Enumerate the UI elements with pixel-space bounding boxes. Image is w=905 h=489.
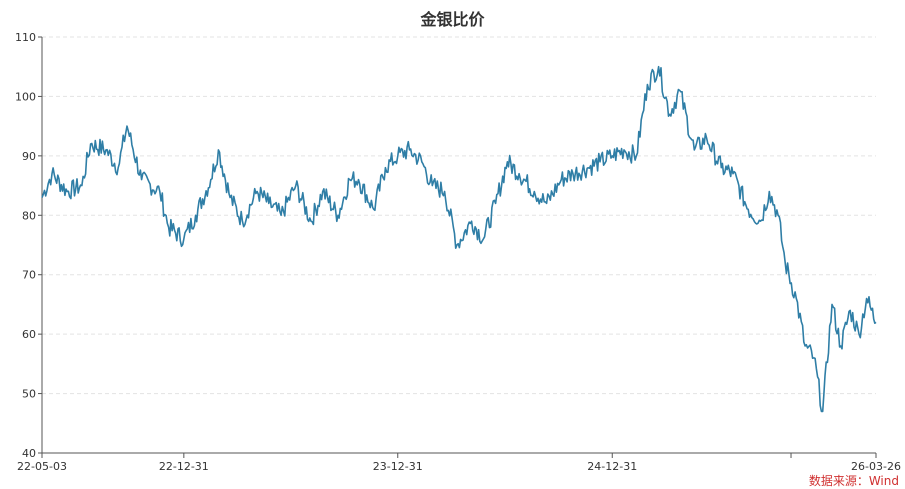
- axes: [38, 36, 877, 458]
- x-tick-label-1: 22-12-31: [159, 460, 209, 473]
- x-tick-label-2: 23-12-31: [373, 460, 423, 473]
- y-tick-label-50: 50: [22, 388, 36, 401]
- y-tick-label-40: 40: [22, 447, 36, 460]
- x-tick-label-4: 26-03-26: [851, 460, 901, 473]
- y-tick-label-80: 80: [22, 209, 36, 222]
- x-tick-label-3: 24-12-31: [587, 460, 637, 473]
- tick-labels: 40 50 60 70 80 90 100 110 22-05-03 22-12-31 23-12-…: [15, 31, 901, 473]
- y-tick-label-100: 100: [15, 90, 36, 103]
- series-layer: [41, 65, 877, 413]
- y-tick-label-110: 110: [15, 31, 36, 44]
- source-note: 数据来源：Wind: [808, 474, 899, 488]
- x-tick-label-0: 22-05-03: [17, 460, 67, 473]
- series-line-gold-silver-ratio: [41, 65, 877, 413]
- y-tick-label-90: 90: [22, 150, 36, 163]
- y-tick-label-60: 60: [22, 328, 36, 341]
- chart-title: 金银比价: [420, 10, 485, 29]
- grid-lines: [42, 36, 876, 395]
- y-tick-label-70: 70: [22, 269, 36, 282]
